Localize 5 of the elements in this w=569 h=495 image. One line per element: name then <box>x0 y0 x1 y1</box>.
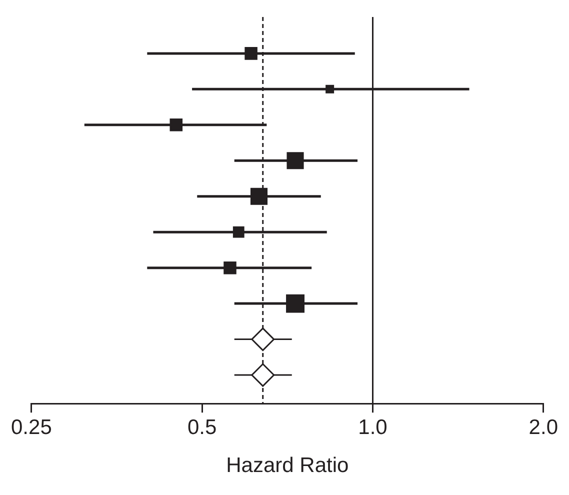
x-tick-label: 2.0 <box>528 416 558 439</box>
x-tick-label: 1.0 <box>358 416 388 439</box>
x-tick-label: 0.25 <box>11 416 52 439</box>
x-tick-label: 0.5 <box>187 416 217 439</box>
x-axis-title: Hazard Ratio <box>226 454 349 478</box>
